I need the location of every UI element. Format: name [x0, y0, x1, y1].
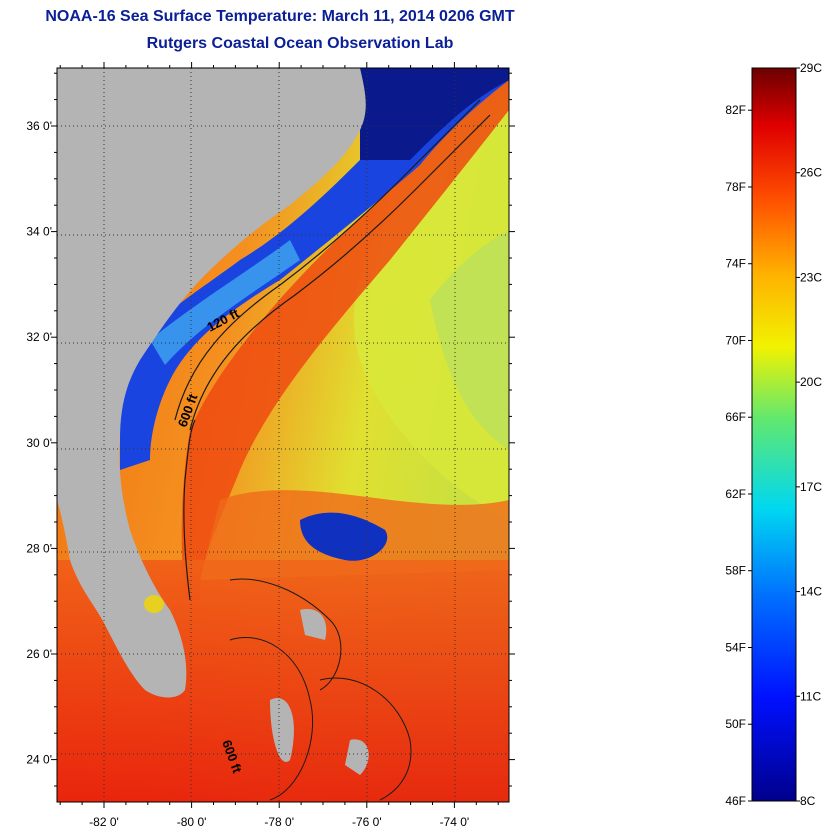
map-title: NOAA-16 Sea Surface Temperature: March 1…	[45, 8, 515, 25]
colorbar-f-label: 46F	[725, 794, 746, 808]
lat-label: 32 0'	[26, 330, 52, 344]
lon-label: -74 0'	[440, 815, 470, 829]
lat-label: 34 0'	[26, 225, 52, 239]
lon-label: -82 0'	[89, 815, 119, 829]
colorbar-f-label: 58F	[725, 564, 746, 578]
longitude-labels: -82 0' -80 0' -78 0' -76 0' -74 0'	[89, 815, 469, 829]
colorbar-f-label: 74F	[725, 257, 746, 271]
colorbar-c-label: 17C	[800, 480, 822, 494]
lon-label: -76 0'	[352, 815, 382, 829]
colorbar-f-label: 66F	[725, 410, 746, 424]
colorbar-c-label: 14C	[800, 585, 822, 599]
lat-label: 24 0'	[26, 753, 52, 767]
colorbar-c-label: 26C	[800, 166, 822, 180]
colorbar-f-label: 70F	[725, 333, 746, 347]
latitude-labels: 36 0' 34 0' 32 0' 30 0' 28 0' 26 0' 24 0'	[26, 119, 52, 767]
colorbar-c-label: 29C	[800, 61, 822, 75]
lat-label: 28 0'	[26, 541, 52, 555]
sst-field	[57, 68, 509, 802]
lon-label: -78 0'	[264, 815, 294, 829]
colorbar-f-label: 82F	[725, 103, 746, 117]
colorbar-f-label: 62F	[725, 487, 746, 501]
lat-label: 30 0'	[26, 436, 52, 450]
lat-label: 36 0'	[26, 119, 52, 133]
land-mass	[57, 68, 366, 698]
colorbar-f-label: 50F	[725, 717, 746, 731]
colorbar-c-label: 23C	[800, 270, 822, 284]
colorbar-c-label: 8C	[800, 794, 816, 808]
colorbar-celsius-labels: 29C 26C 23C 20C 17C 14C 11C 8C	[796, 61, 822, 808]
colorbar-c-label: 11C	[800, 689, 821, 703]
lon-label: -80 0'	[177, 815, 207, 829]
lake-okeechobee	[144, 595, 164, 613]
colorbar	[751, 67, 797, 802]
map-frame	[56, 67, 510, 803]
colorbar-f-label: 54F	[725, 640, 746, 654]
colorbar-fahrenheit-labels: 82F 78F 74F 70F 66F 62F 58F 54F 50F 46F	[725, 103, 752, 808]
graticule	[57, 68, 509, 802]
lat-label: 26 0'	[26, 647, 52, 661]
colorbar-c-label: 20C	[800, 375, 822, 389]
colorbar-f-label: 78F	[725, 180, 746, 194]
axis-ticks	[51, 62, 515, 808]
map-subtitle: Rutgers Coastal Ocean Observation Lab	[146, 35, 454, 52]
